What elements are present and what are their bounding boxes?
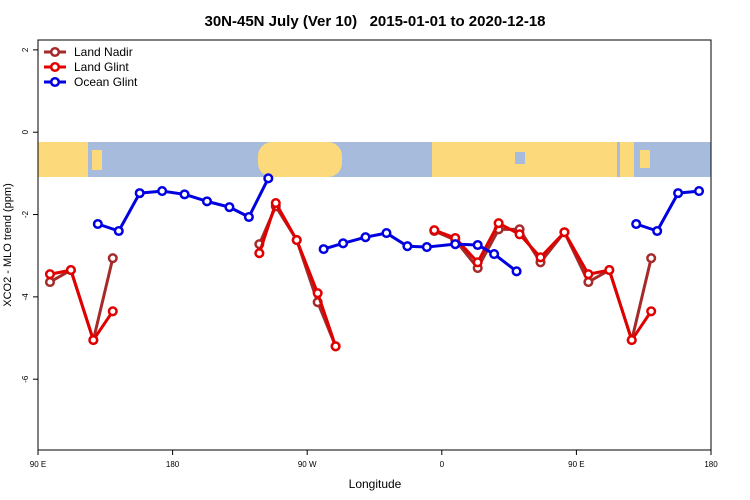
data-point — [646, 253, 657, 264]
y-tick-label: 0 — [21, 129, 30, 134]
data-point — [583, 269, 594, 280]
x-tick-label: 90 E — [30, 460, 46, 469]
x-tick-label: 90 E — [568, 460, 584, 469]
y-tick-label: -6 — [21, 375, 30, 383]
data-point — [360, 232, 371, 243]
data-point — [535, 252, 546, 263]
data-point — [318, 244, 329, 255]
y-tick-label: 2 — [21, 47, 30, 52]
series-line — [49, 204, 653, 347]
data-point — [107, 253, 118, 264]
data-point — [559, 227, 570, 238]
data-point — [201, 196, 213, 207]
legend-marker — [49, 61, 61, 73]
data-point — [270, 197, 281, 209]
legend-label: Land Glint — [74, 60, 129, 74]
data-point — [472, 257, 483, 268]
data-point — [263, 173, 274, 184]
data-point — [113, 225, 124, 237]
data-point — [157, 186, 168, 197]
data-point — [493, 218, 504, 229]
legend-label: Land Nadir — [74, 45, 133, 59]
data-point — [338, 238, 349, 249]
data-point — [421, 242, 432, 253]
y-tick-label: -2 — [21, 210, 30, 218]
data-point — [693, 186, 705, 197]
data-point — [673, 188, 684, 199]
x-tick-label: 180 — [704, 460, 718, 469]
data-point — [243, 211, 254, 223]
data-point — [65, 265, 76, 276]
data-point — [626, 335, 637, 346]
legend-marker — [49, 46, 61, 58]
data-point — [224, 202, 235, 213]
data-point — [44, 276, 56, 288]
y-tick-label: -4 — [21, 293, 30, 301]
data-point — [179, 189, 190, 200]
data-point — [402, 241, 413, 252]
data-point — [254, 248, 265, 259]
legend-marker — [49, 76, 61, 88]
series-line — [49, 201, 653, 347]
data-point — [652, 225, 663, 237]
data-point — [88, 335, 99, 346]
data-point — [489, 249, 500, 260]
data-point — [604, 265, 615, 276]
data-point — [330, 341, 341, 352]
x-axis-label: Longitude — [349, 477, 402, 491]
data-point — [450, 239, 461, 250]
data-point — [646, 306, 657, 317]
data-point — [472, 239, 483, 251]
data-point — [631, 218, 642, 230]
y-axis-label: XCO2 - MLO trend (ppm) — [2, 183, 14, 306]
plot-frame — [37, 39, 712, 451]
data-point — [381, 228, 392, 239]
data-point — [134, 188, 145, 199]
data-point — [429, 225, 440, 236]
map-strip — [38, 142, 711, 177]
data-point — [92, 218, 103, 230]
data-point — [44, 269, 56, 280]
data-point — [107, 306, 118, 317]
chart-title: 30N-45N July (Ver 10) 2015-01-01 to 2020… — [204, 13, 545, 30]
data-point — [511, 266, 522, 277]
legend-label: Ocean Glint — [74, 75, 138, 89]
data-point — [514, 229, 525, 240]
data-point — [291, 235, 302, 246]
x-tick-label: 180 — [166, 460, 180, 469]
x-tick-label: 90 W — [298, 460, 317, 469]
data-point — [583, 276, 594, 288]
data-point — [312, 288, 323, 299]
x-tick-label: 0 — [440, 460, 445, 469]
